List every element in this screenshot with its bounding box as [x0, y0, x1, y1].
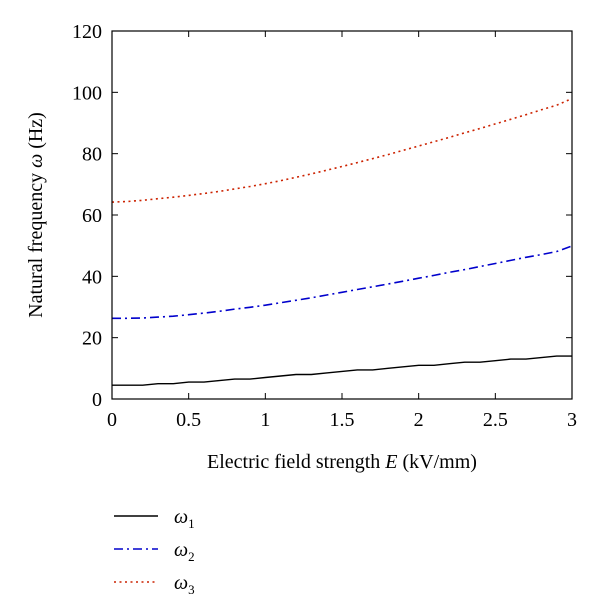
x-tick-label: 1.5: [330, 409, 355, 431]
plot-frame: [111, 30, 573, 400]
y-tick-label: 60: [82, 205, 102, 227]
x-tick-label: 2.5: [483, 409, 508, 431]
y-axis-ticks: 0 20 40 60 80 100 120: [72, 21, 572, 411]
x-tick-label: 0.5: [176, 409, 201, 431]
x-tick-label: 0: [107, 409, 117, 431]
y-tick-label: 80: [82, 144, 102, 166]
legend-label: ω3: [174, 572, 195, 597]
legend-label: ω1: [174, 506, 195, 531]
y-axis-label: Natural frequency ω (Hz): [25, 112, 47, 318]
y-tick-label: 20: [82, 328, 102, 350]
y-tick-label: 100: [72, 82, 102, 104]
x-tick-label: 3: [567, 409, 577, 431]
legend-label: ω2: [174, 539, 195, 564]
series-line-ω2: [112, 245, 573, 320]
series-line-ω1: [112, 355, 572, 386]
x-axis-label: Electric field strength E (kV/mm): [207, 451, 477, 473]
x-tick-label: 2: [414, 409, 424, 431]
y-tick-label: 0: [92, 389, 102, 411]
y-tick-label: 40: [82, 266, 102, 288]
series-line-ω3: [111, 97, 573, 203]
legend: ω1 ω2 ω3: [114, 506, 195, 597]
x-axis-ticks: 0 0.5 1 1.5 2 2.5 3: [107, 31, 577, 431]
x-tick-label: 1: [260, 409, 270, 431]
series-layer: [111, 97, 573, 386]
y-tick-label: 120: [72, 21, 102, 43]
